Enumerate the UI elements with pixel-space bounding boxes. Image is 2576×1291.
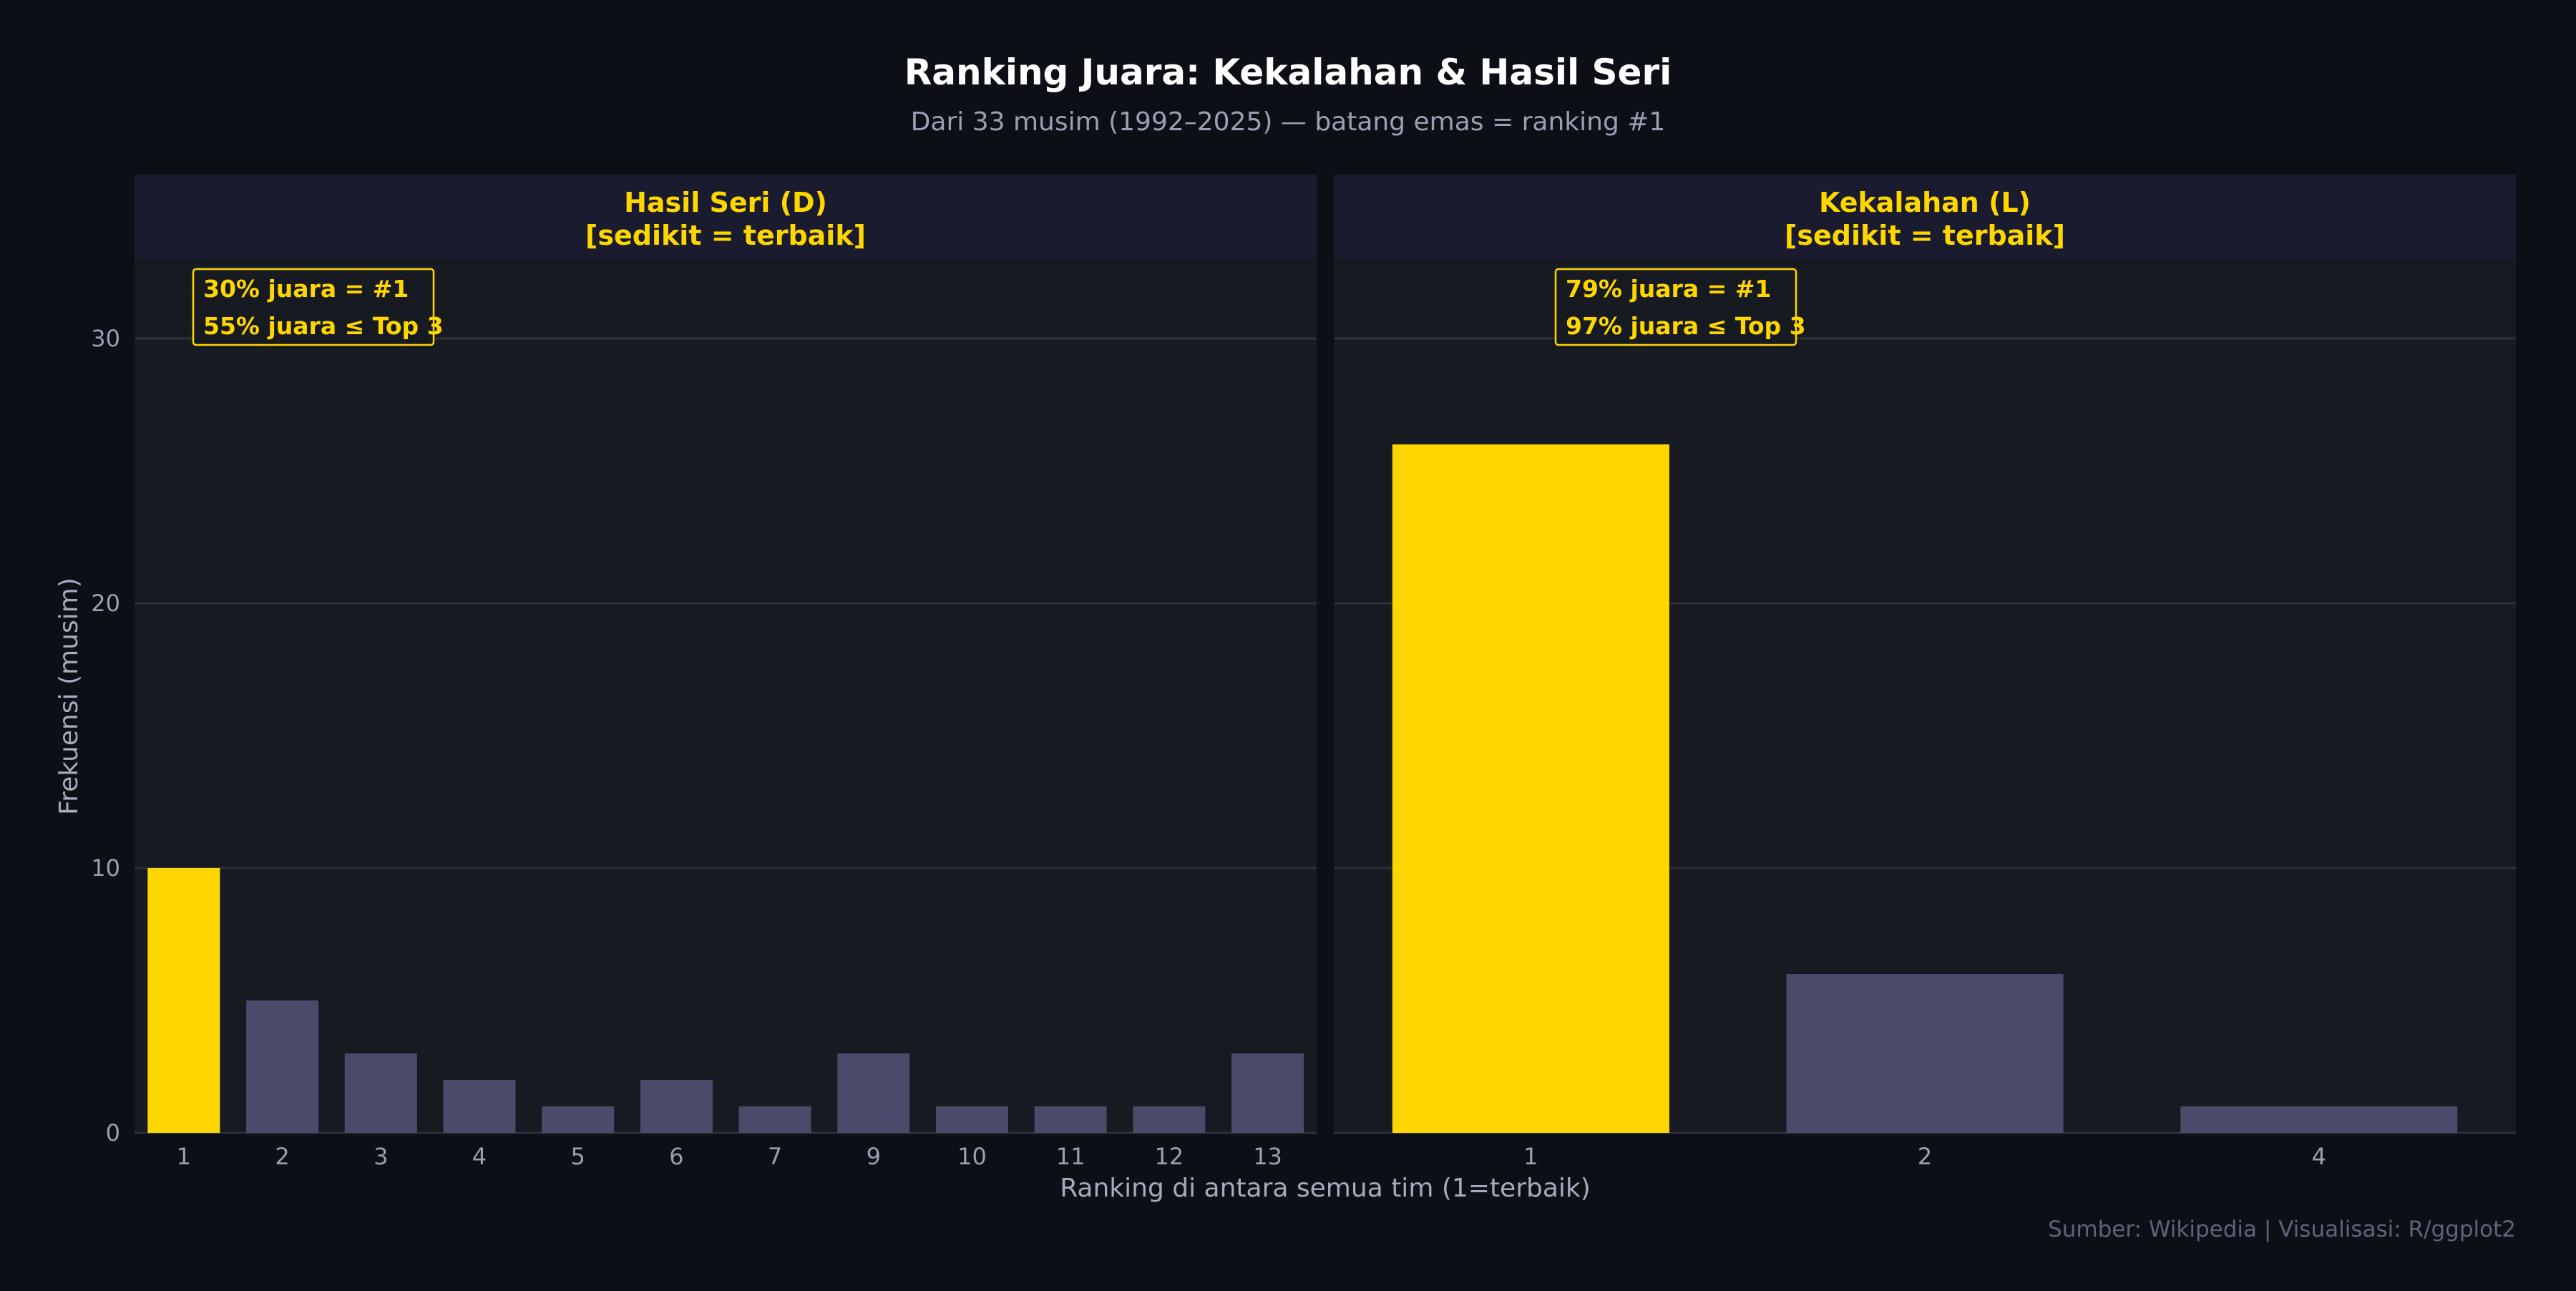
bar-rank-6 [640, 1080, 713, 1133]
bar-rank-3 [344, 1053, 417, 1133]
x-tick-label: 9 [867, 1143, 881, 1170]
bar-rank-10 [935, 1106, 1008, 1133]
bar-rank-9 [837, 1053, 910, 1133]
bar-rank-4 [2180, 1106, 2458, 1133]
x-tick-label: 6 [669, 1143, 683, 1170]
chart-title: Ranking Juara: Kekalahan & Hasil Seri [904, 52, 1672, 93]
y-tick-label: 0 [106, 1119, 120, 1146]
x-tick-label: 1 [1523, 1143, 1538, 1170]
facet-panel-2: Kekalahan (L)[sedikit = terbaik] 1 2 4 79% j… [1334, 175, 2516, 1170]
bar-rank-11 [1034, 1106, 1107, 1133]
x-tick-label: 5 [570, 1143, 585, 1170]
facet-strip [135, 175, 1317, 259]
bar-rank-12 [1133, 1106, 1206, 1133]
annotation-box [192, 268, 435, 346]
x-axis-title: Ranking di antara semua tim (1=terbaik) [1060, 1174, 1591, 1203]
facet-strip [1334, 175, 2516, 259]
facet-panel-1: Hasil Seri (D)[sedikit = terbaik] 0 10 20 30… [91, 175, 1317, 1170]
source-caption: Sumber: Wikipedia | Visualisasi: R/ggplo… [2048, 1217, 2516, 1242]
x-tick-label: 11 [1056, 1143, 1085, 1170]
x-tick-label: 1 [177, 1143, 191, 1170]
annotation-line: 79% juara = #1 [1566, 275, 1771, 303]
x-tick-label: 4 [472, 1143, 487, 1170]
annotation-line: 55% juara ≤ Top 3 [203, 312, 444, 340]
x-tick-label: 2 [1918, 1143, 1932, 1170]
facet-panels: Hasil Seri (D)[sedikit = terbaik]0102030… [91, 175, 2516, 1170]
facet-strip-label: Hasil Seri (D) [624, 187, 827, 218]
facet-strip-label: Kekalahan (L) [1819, 187, 2031, 218]
x-tick-label: 13 [1253, 1143, 1282, 1170]
y-tick-label: 30 [91, 325, 120, 352]
bar-rank-4 [443, 1080, 516, 1133]
x-tick-label: 4 [2312, 1143, 2326, 1170]
bar-rank-13 [1231, 1053, 1304, 1133]
bar-rank-1 [1392, 444, 1669, 1133]
panel-background [135, 259, 1317, 1133]
x-tick-label: 10 [957, 1143, 987, 1170]
y-axis-title: Frekuensi (musim) [54, 578, 84, 815]
facet-strip-label: [sedikit = terbaik] [1785, 220, 2065, 251]
chart-subtitle: Dari 33 musim (1992–2025) — batang emas … [911, 107, 1666, 137]
x-tick-label: 12 [1154, 1143, 1184, 1170]
facet-strip-label: [sedikit = terbaik] [585, 220, 866, 251]
bar-rank-2 [246, 1000, 319, 1133]
bar-rank-1 [147, 868, 220, 1133]
annotation-line: 30% juara = #1 [203, 275, 409, 303]
bar-rank-5 [542, 1106, 615, 1133]
y-tick-label: 20 [91, 590, 120, 617]
annotation-line: 97% juara ≤ Top 3 [1566, 312, 1806, 340]
bar-rank-7 [738, 1106, 811, 1133]
y-tick-label: 10 [91, 854, 120, 882]
bar-rank-2 [1786, 974, 2064, 1133]
x-tick-label: 7 [768, 1143, 782, 1170]
annotation-box [1554, 268, 1797, 346]
x-tick-label: 2 [275, 1143, 289, 1170]
x-tick-label: 3 [374, 1143, 388, 1170]
